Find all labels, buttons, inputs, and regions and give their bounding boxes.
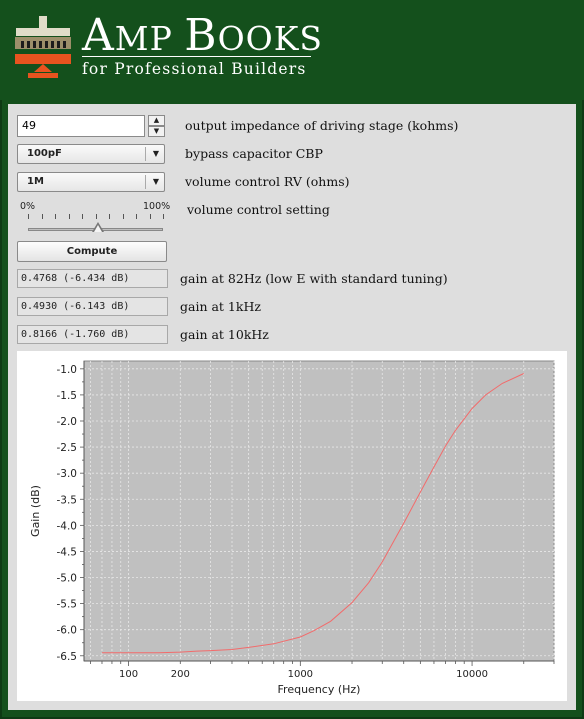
y-tick-label: -5.5 (57, 599, 78, 611)
brand-title: AMP BOOKS (82, 10, 323, 61)
select-separator (145, 175, 146, 189)
slider-thumb-face (94, 225, 103, 232)
y-tick-label: -2.0 (57, 416, 78, 428)
y-tick-label: -1.0 (57, 364, 78, 376)
brand-rest-2: OOKS (217, 19, 323, 58)
bypass-select[interactable]: 100pF ▼ (17, 144, 165, 164)
slider-tick (41, 214, 43, 219)
slider-min-label: 0% (20, 201, 36, 212)
x-tick-label: 10000 (456, 669, 488, 680)
result-82hz-field: 0.4768 (-6.434 dB) (17, 269, 168, 288)
gain-series-line (102, 373, 525, 654)
y-tick-label: -3.5 (57, 494, 78, 506)
gain-chart: -1.0 -1.5 -2.0 -2.5 -3.0 -3.5 -4.0 -4.5 -5.0 -5.5… (17, 351, 567, 701)
spinner-buttons: ▲ ▼ (148, 115, 165, 137)
volume-label: volume control RV (ohms) (185, 174, 350, 189)
x-tick-label: 100 (119, 669, 138, 680)
y-tick-label: -2.5 (57, 442, 78, 454)
y-tick-label: -5.0 (57, 573, 78, 585)
y-tick-label: -3.0 (57, 468, 78, 480)
spinner-down-icon[interactable]: ▼ (148, 126, 165, 137)
slider-max-label: 100% (143, 201, 171, 212)
volume-value: 1M (27, 176, 44, 187)
result-1khz-label: gain at 1kHz (180, 299, 261, 314)
slider-ticks (23, 214, 164, 220)
brand-tagline: for Professional Builders (82, 60, 307, 78)
bypass-label: bypass capacitor CBP (185, 146, 323, 161)
slider-tick (109, 214, 110, 219)
x-tick-label: 200 (171, 669, 190, 680)
slider-tick (122, 214, 124, 219)
impedance-label: output impedance of driving stage (kohms… (185, 118, 459, 133)
amp-logo-icon (15, 16, 71, 78)
y-axis-label: Gain (dB) (29, 485, 42, 537)
compute-button[interactable]: Compute (17, 241, 167, 262)
slider-tick (82, 214, 83, 219)
impedance-input[interactable]: 49 (17, 115, 145, 137)
select-separator (145, 147, 146, 161)
slider-label: volume control setting (187, 202, 330, 217)
result-10khz-label: gain at 10kHz (180, 327, 269, 342)
volume-select[interactable]: 1M ▼ (17, 172, 165, 192)
y-tick-label: -4.0 (57, 520, 78, 532)
result-82hz-label: gain at 82Hz (low E with standard tuning… (180, 271, 448, 286)
plot-area (83, 360, 555, 662)
slider-tick (149, 214, 151, 219)
gain-chart-svg: -1.0 -1.5 -2.0 -2.5 -3.0 -3.5 -4.0 -4.5 -5.0 -5.5… (29, 360, 555, 696)
x-tick-label: 1000 (288, 669, 313, 680)
axes: -1.0 -1.5 -2.0 -2.5 -3.0 -3.5 -4.0 -4.5 -5.0 -5.5… (57, 361, 555, 680)
slider-tick (28, 214, 29, 219)
y-tick-label: -1.5 (57, 390, 78, 402)
spinner-up-icon[interactable]: ▲ (148, 115, 165, 126)
y-tick-label: -6.5 (57, 651, 78, 663)
grid-lines (84, 361, 555, 661)
site-header: AMP BOOKS for Professional Builders (0, 0, 584, 100)
result-10khz-field: 0.8166 (-1.760 dB) (17, 325, 168, 344)
x-axis-label: Frequency (Hz) (278, 683, 361, 696)
result-1khz-field: 0.4930 (-6.143 dB) (17, 297, 168, 316)
brand-rest-1: MP (114, 19, 173, 58)
slider-tick (55, 214, 56, 219)
y-tick-label: -6.0 (57, 625, 78, 637)
slider-tick (136, 214, 137, 219)
chevron-down-icon: ▼ (152, 177, 159, 186)
impedance-spinner: 49 ▲ ▼ (17, 115, 165, 137)
slider-tick (95, 214, 97, 219)
slider-tick (163, 214, 164, 219)
brand-cap-2: B (184, 10, 218, 61)
y-tick-label: -4.5 (57, 546, 78, 558)
brand-cap-1: A (82, 10, 115, 61)
slider-tick (68, 214, 70, 219)
brand-underline (82, 56, 311, 57)
chevron-down-icon: ▼ (152, 149, 159, 158)
bypass-value: 100pF (27, 148, 62, 159)
